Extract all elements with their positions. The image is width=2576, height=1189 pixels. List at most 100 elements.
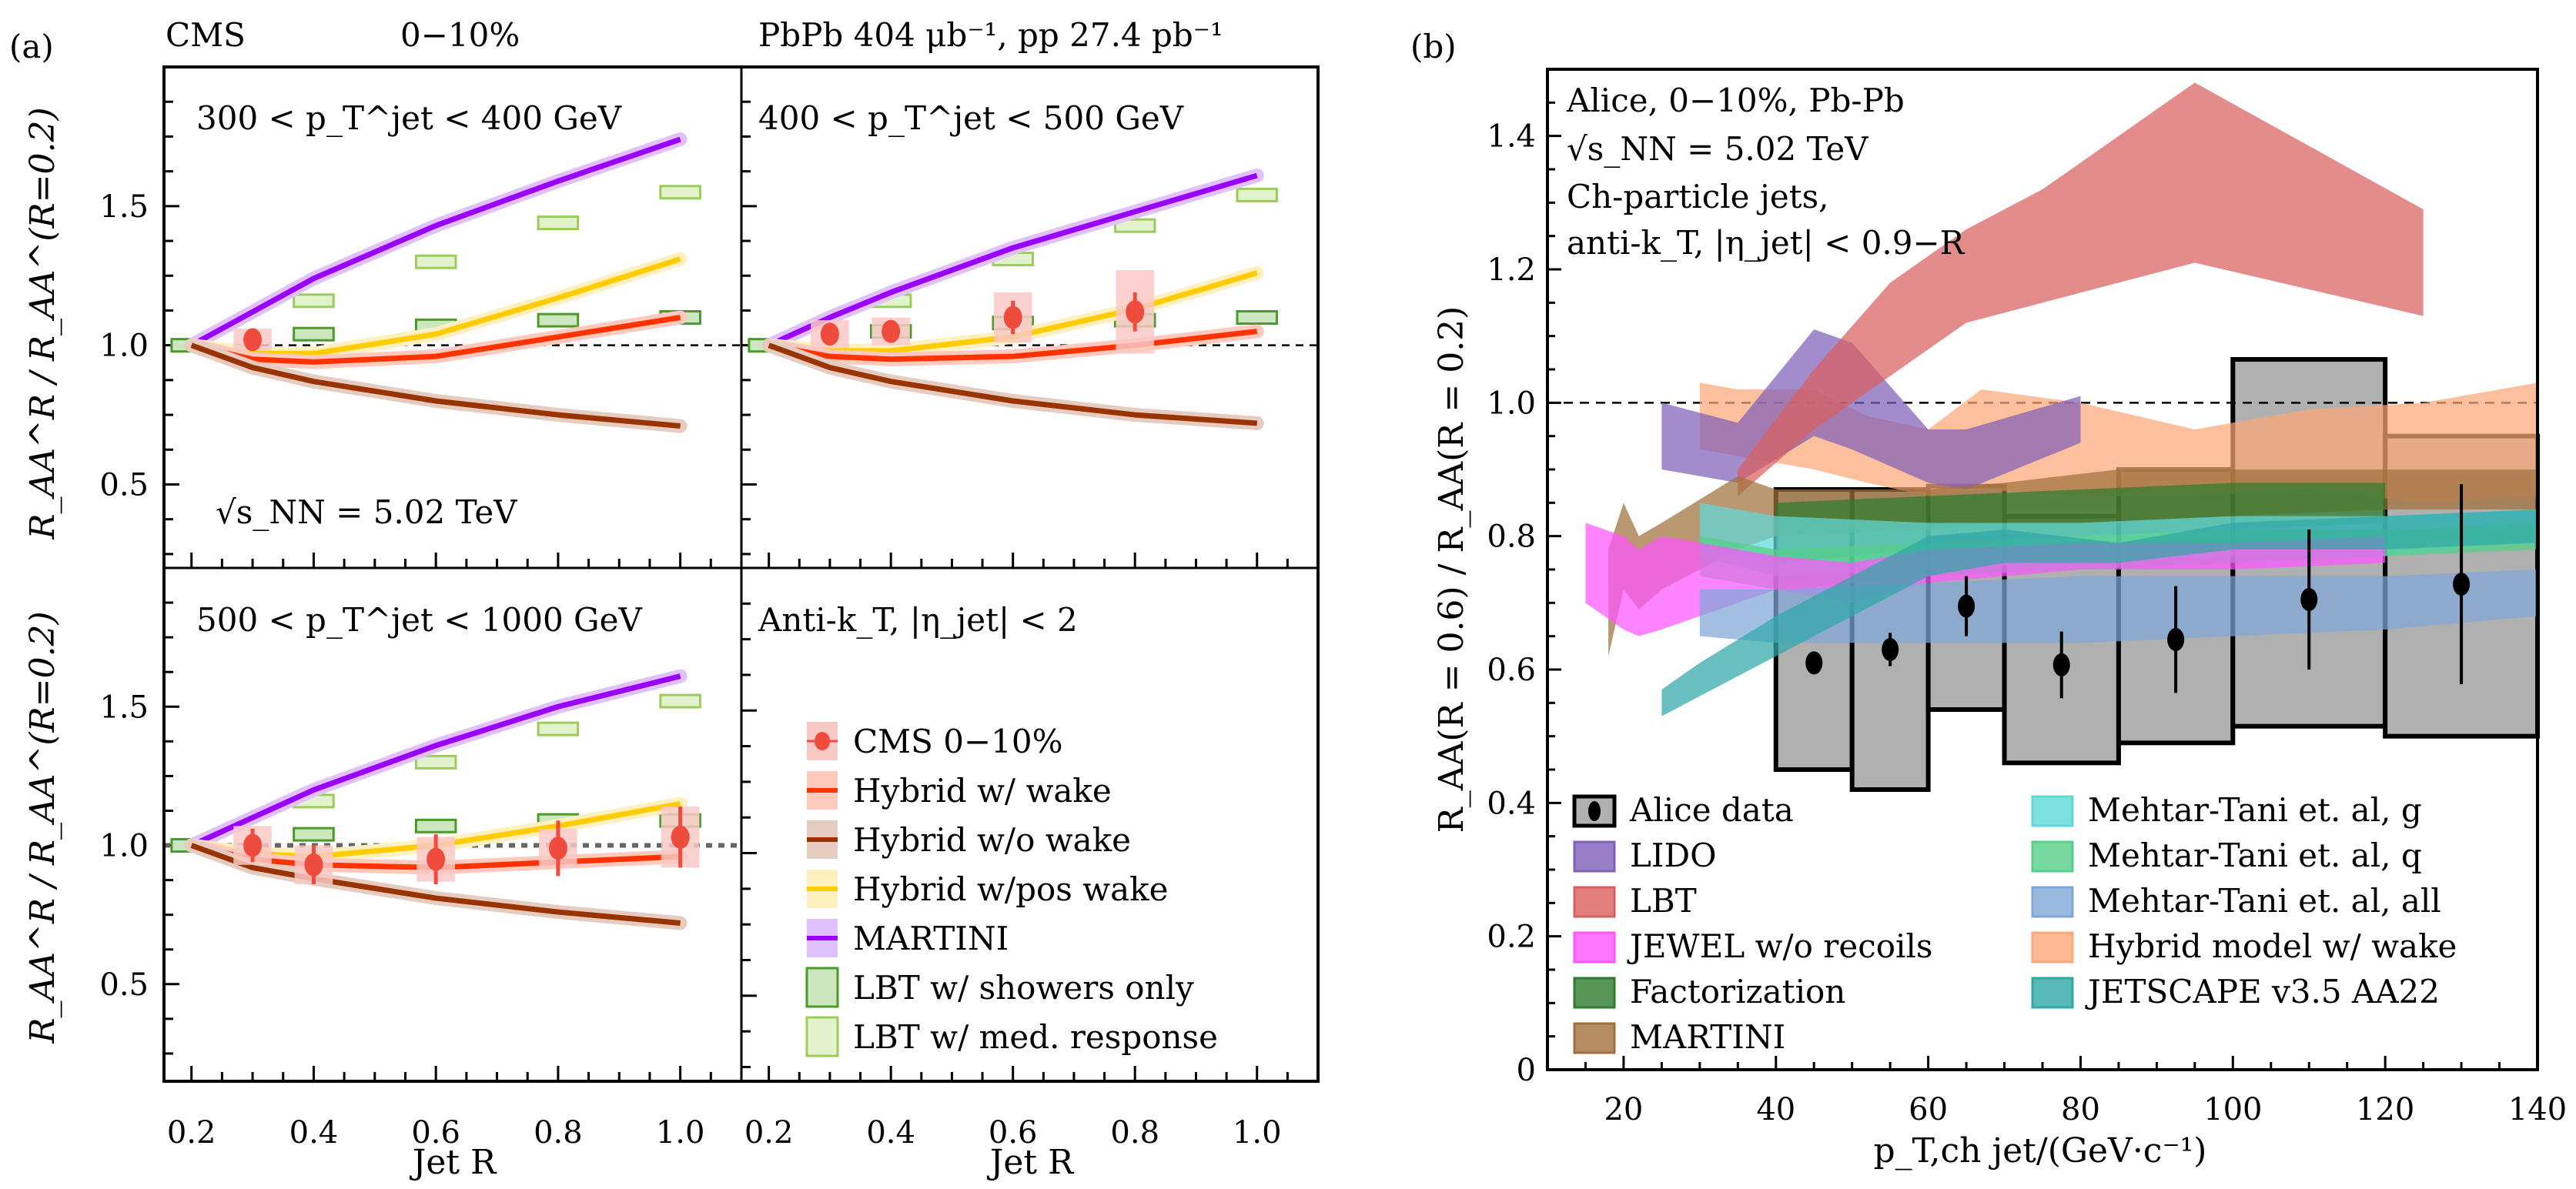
header-experiment: CMS: [166, 16, 246, 54]
legend-item: Alice data: [1572, 791, 1794, 829]
lbt-med-box: [1113, 218, 1156, 233]
x-tick-label: 0.6: [989, 1115, 1038, 1151]
lbt-med-box: [659, 693, 701, 709]
legend-marker: [1588, 801, 1601, 821]
legend-label: Factorization: [1630, 973, 1845, 1010]
legend-label: MARTINI: [1630, 1018, 1785, 1056]
panel-a: 0.51.01.50.2 0.4 0.6 0.8 1.00.51.01.50.2 0.4 0…: [99, 65, 1320, 1151]
legend-item: JEWEL w/o recoils: [1573, 927, 1932, 965]
x-tick-label: 20: [1604, 1092, 1643, 1127]
lbt-showers-box: [1236, 310, 1278, 325]
legend-swatch: [2031, 886, 2074, 918]
title-top-right: 400 < p_T^jet < 500 GeV: [758, 99, 1184, 137]
lbt-b-band: [1738, 82, 2424, 496]
lbt-med-box: [659, 185, 701, 200]
legend-item: JETSCAPE v3.5 AA22: [2031, 973, 2440, 1010]
cms-point: [882, 319, 901, 343]
legend-item: Factorization: [1573, 973, 1845, 1010]
legend-swatch: [2031, 931, 2074, 964]
legend-label: LIDO: [1630, 837, 1717, 874]
alice-annotation-1: Alice, 0−10%, Pb-Pb: [1566, 82, 1905, 119]
legend-label: JEWEL w/o recoils: [1627, 927, 1932, 965]
header-luminosity: PbPb 404 μb⁻¹, pp 27.4 pb⁻¹: [758, 16, 1223, 54]
martini-curve: [190, 673, 681, 848]
legend-label: Mehtar-Tani et. al, g: [2088, 791, 2422, 829]
legend-item: Mehtar-Tani et. al, all: [2031, 882, 2441, 920]
x-tick-label: 0.8: [1110, 1115, 1159, 1151]
y-axis-title-a-bottom: R_AA^R / R_AA^(R=0.2): [23, 611, 62, 1044]
legend-item: LBT: [1573, 882, 1697, 920]
cms-point: [1003, 306, 1022, 329]
x-tick-label: 140: [2508, 1092, 2567, 1127]
legend-label: CMS 0−10%: [853, 723, 1063, 760]
x-axis-title-a-left: Jet R: [410, 1143, 497, 1182]
cms-point: [671, 825, 690, 849]
legend-label: Hybrid model w/ wake: [2088, 927, 2457, 965]
alice-point: [2052, 653, 2070, 676]
alice-annotation-2: √s_NN = 5.02 TeV: [1567, 130, 1868, 168]
alice-point: [1958, 594, 1975, 618]
legend-item: MARTINI: [807, 919, 1009, 957]
y-tick-label: 1.2: [1487, 252, 1536, 288]
alice-annotation-3: Ch-particle jets,: [1567, 178, 1829, 215]
energy-annotation: √s_NN = 5.02 TeV: [216, 493, 517, 531]
legend-swatch: [2031, 795, 2074, 827]
legend-marker: [815, 732, 830, 750]
legend-item: Hybrid w/ wake: [807, 771, 1112, 810]
alice-annotation-4: anti-k_T, |η_jet| < 0.9−R: [1567, 224, 1965, 262]
legend-item: Hybrid model w/ wake: [2031, 927, 2457, 965]
cms-point: [243, 833, 263, 857]
legend-item: MARTINI: [1573, 1018, 1785, 1056]
legend-label: Hybrid w/o wake: [853, 821, 1131, 859]
cms-point: [304, 853, 323, 877]
x-tick-label: 80: [2061, 1092, 2100, 1127]
y-axis-title-b: R_AA(R = 0.6) / R_AA(R = 0.2): [1432, 306, 1471, 833]
cms-point: [548, 837, 567, 860]
legend-label: LBT w/ med. response: [853, 1018, 1218, 1056]
legend-item: Mehtar-Tani et. al, q: [2031, 837, 2422, 874]
legend-label: Mehtar-Tani et. al, q: [2088, 837, 2422, 874]
legend-label: LBT: [1630, 882, 1697, 920]
jetscape-band: [1661, 509, 2538, 716]
legend-swatch: [2031, 977, 2074, 1009]
alice-point: [2453, 573, 2471, 596]
x-tick-label: 40: [1756, 1092, 1795, 1127]
subpanel-top-right: [741, 65, 1320, 568]
y-tick-label: 0.8: [1487, 519, 1536, 555]
subpanel-top-left: 0.5 1.0 1.5: [99, 65, 743, 568]
x-tick-label: 60: [1909, 1092, 1948, 1127]
y-axis-title-a-top: R_AA^R / R_AA^(R=0.2): [23, 107, 62, 539]
legend-swatch: [1573, 977, 1616, 1009]
cms-point: [243, 328, 263, 352]
y-tick-label: 0.5: [99, 468, 149, 503]
x-tick-label: 0.2: [167, 1115, 216, 1151]
legend-swatch: [1573, 840, 1616, 873]
legend-swatch: [1573, 886, 1616, 918]
mt-all-band: [1699, 569, 2538, 643]
title-bottom-left: 500 < p_T^jet < 1000 GeV: [196, 601, 642, 639]
panel-b: 20 40 60 80 100 120 140 0 0.2 0.4 0.6 0.8 1.0 1.2 1.4 A…: [1487, 68, 2567, 1127]
martini-curve: [190, 136, 681, 348]
legend-item: Hybrid w/o wake: [807, 820, 1131, 859]
x-axis-title-a-right: Jet R: [987, 1143, 1075, 1182]
legend-label: MARTINI: [853, 920, 1009, 957]
martini-band: [184, 132, 687, 352]
y-tick-label: 1.5: [99, 690, 149, 725]
title-bottom-right: Anti-k_T, |η_jet| < 2: [758, 601, 1078, 639]
legend-label: Mehtar-Tani et. al, all: [2088, 882, 2441, 920]
legend-item: LBT w/ showers only: [805, 967, 1194, 1008]
header-centrality: 0−10%: [400, 16, 520, 54]
legend-item: Mehtar-Tani et. al, g: [2031, 791, 2422, 829]
legend-label: LBT w/ showers only: [853, 969, 1194, 1007]
x-tick-label: 100: [2203, 1092, 2262, 1127]
alice-point: [1805, 651, 1823, 675]
legend-label: Alice data: [1629, 791, 1794, 829]
legend-swatch: [805, 967, 839, 1008]
legend-swatch: [2031, 840, 2074, 873]
title-top-left: 300 < p_T^jet < 400 GeV: [196, 99, 622, 137]
panel-b-label: (b): [1410, 28, 1457, 65]
hybrid_wake-curve: [768, 329, 1258, 362]
y-tick-label: 0.2: [1487, 920, 1536, 955]
cms-point: [820, 322, 839, 346]
